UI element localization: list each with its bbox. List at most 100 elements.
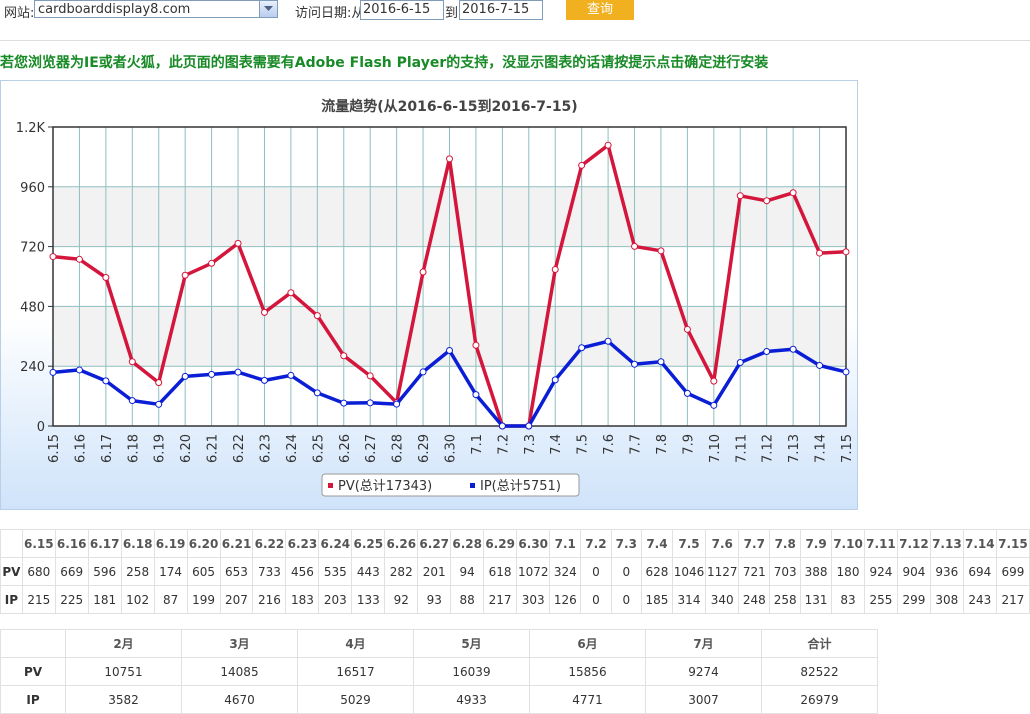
table-cell: 181 xyxy=(87,585,122,614)
table-header-row: 6.15 6.16 6.17 6.18 6.19 6.20 6.21 6.22 6.23 6.24… xyxy=(0,529,1030,558)
table-cell: 180 xyxy=(831,557,865,586)
x-tick-label: 7.13 xyxy=(787,434,802,463)
table-header-cell: 6月 xyxy=(529,629,646,658)
chart-title: 流量趋势(从2016-6-15到2016-7-15) xyxy=(321,98,577,115)
table-cell: 680 xyxy=(21,557,56,586)
x-tick-label: 6.23 xyxy=(258,434,273,463)
table-cell: 535 xyxy=(318,557,353,586)
table-header-cell: 6.25 xyxy=(351,529,386,558)
table-header-cell: 7.2 xyxy=(580,529,612,558)
table-cell: 14085 xyxy=(181,657,298,686)
table-header-cell: 5月 xyxy=(413,629,530,658)
table-row-label: IP xyxy=(0,685,66,714)
table-header-cell: 7.11 xyxy=(863,529,898,558)
data-point xyxy=(340,399,348,407)
table-cell: 1127 xyxy=(705,557,740,586)
table-cell: 10751 xyxy=(65,657,182,686)
table-cell: 0 xyxy=(580,557,612,586)
data-point xyxy=(102,273,110,281)
date-to-input[interactable]: 2016-7-15 xyxy=(459,0,543,20)
table-cell: 243 xyxy=(962,585,997,614)
data-point xyxy=(472,341,480,349)
table-header-cell: 7.9 xyxy=(800,529,833,558)
x-tick-label: 6.21 xyxy=(206,434,221,463)
x-tick-label: 6.29 xyxy=(417,434,432,463)
table-cell: 3582 xyxy=(65,685,182,714)
x-tick-label: 6.18 xyxy=(126,434,141,463)
data-point xyxy=(816,361,824,369)
daily-table: 6.15 6.16 6.17 6.18 6.19 6.20 6.21 6.22 6.23 6.24… xyxy=(0,529,1030,614)
data-point xyxy=(789,189,797,197)
table-cell: 5029 xyxy=(297,685,414,714)
table-header-cell: 合计 xyxy=(761,629,878,658)
table-header-cell: 7.1 xyxy=(549,529,582,558)
table-row: PV 10751 14085 16517 16039 15856 9274 82522 xyxy=(0,657,878,686)
table-cell: 258 xyxy=(120,557,155,586)
table-cell: 133 xyxy=(351,585,386,614)
table-cell: 174 xyxy=(153,557,188,586)
data-point xyxy=(260,376,268,384)
data-point xyxy=(498,422,506,430)
table-cell: 255 xyxy=(863,585,898,614)
table-cell: 303 xyxy=(516,585,551,614)
table-header-cell: 7月 xyxy=(645,629,762,658)
data-point xyxy=(393,400,401,408)
y-tick-label: 720 xyxy=(20,241,45,256)
table-cell: 26979 xyxy=(761,685,878,714)
data-point xyxy=(155,400,163,408)
table-cell: 456 xyxy=(285,557,320,586)
table-corner-cell xyxy=(0,529,23,558)
x-tick-label: 6.24 xyxy=(285,434,300,463)
table-cell: 699 xyxy=(995,557,1030,586)
table-header-cell: 4月 xyxy=(297,629,414,658)
table-cell: 694 xyxy=(962,557,997,586)
table-cell: 92 xyxy=(384,585,419,614)
date-from-input[interactable]: 2016-6-15 xyxy=(360,0,444,20)
table-cell: 703 xyxy=(769,557,802,586)
x-tick-label: 7.3 xyxy=(523,434,538,455)
x-tick-label: 7.11 xyxy=(734,434,749,463)
x-tick-label: 6.25 xyxy=(311,434,326,463)
data-point xyxy=(683,325,691,333)
x-tick-label: 6.15 xyxy=(47,434,62,463)
table-cell: 669 xyxy=(54,557,89,586)
data-point xyxy=(657,247,665,255)
table-cell: 3007 xyxy=(645,685,762,714)
table-cell: 185 xyxy=(641,585,673,614)
chevron-down-icon[interactable] xyxy=(259,1,277,17)
table-cell: 282 xyxy=(384,557,419,586)
data-point xyxy=(551,266,559,274)
table-header-cell: 7.7 xyxy=(738,529,771,558)
table-header-cell: 6.20 xyxy=(186,529,221,558)
table-header-cell: 7.8 xyxy=(769,529,802,558)
x-tick-label: 7.8 xyxy=(655,434,670,455)
table-cell: 183 xyxy=(285,585,320,614)
table-header-cell: 7.10 xyxy=(831,529,865,558)
query-button[interactable]: 查询 xyxy=(566,0,634,20)
table-row-label: IP xyxy=(0,585,23,614)
table-header-cell: 7.12 xyxy=(896,529,931,558)
table-cell: 0 xyxy=(610,585,643,614)
table-row: PV 680 669 596 258 174 605 653 733 456 535 443 282 20… xyxy=(0,557,1030,586)
data-point xyxy=(419,268,427,276)
table-cell: 216 xyxy=(252,585,287,614)
data-point xyxy=(49,253,57,261)
site-select[interactable]: cardboarddisplay8.com xyxy=(34,0,278,18)
x-tick-label: 7.6 xyxy=(602,434,617,455)
table-cell: 721 xyxy=(738,557,771,586)
data-point xyxy=(657,358,665,366)
x-tick-label: 6.19 xyxy=(153,434,168,463)
table-header-cell: 3月 xyxy=(181,629,298,658)
table-cell: 215 xyxy=(21,585,56,614)
y-tick-label: 960 xyxy=(20,181,45,196)
x-tick-label: 6.27 xyxy=(364,434,379,463)
traffic-chart: 0 240 480 720 960 1.2K 6.15 6.16 6.17 6.18 6.19 6.2… xyxy=(0,80,858,510)
data-point xyxy=(683,389,691,397)
table-header-cell: 7.4 xyxy=(641,529,673,558)
table-cell: 628 xyxy=(641,557,673,586)
date-to-label: 到 xyxy=(445,6,459,21)
data-point xyxy=(181,372,189,380)
table-cell: 924 xyxy=(863,557,898,586)
table-cell: 207 xyxy=(219,585,254,614)
data-point xyxy=(102,377,110,385)
